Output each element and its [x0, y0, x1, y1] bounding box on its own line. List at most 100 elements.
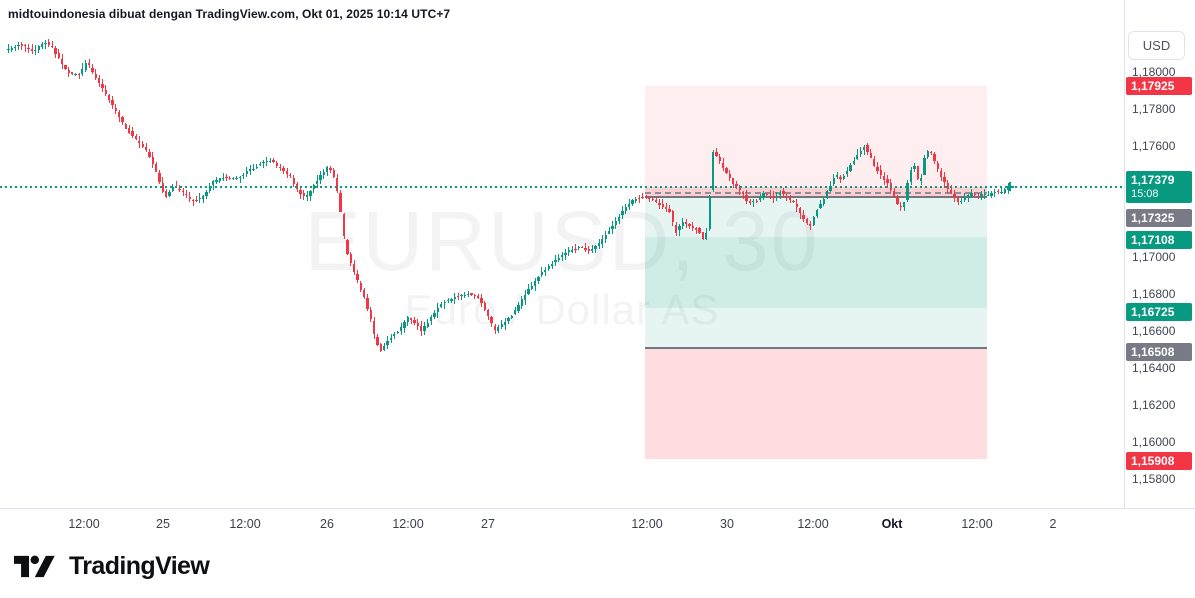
candle-up: [852, 160, 856, 164]
candle-up: [970, 193, 973, 196]
candle-wick: [195, 195, 197, 202]
candle-down: [661, 203, 664, 208]
candle-up: [205, 191, 208, 196]
candle-up: [708, 196, 711, 229]
candle-up: [208, 186, 211, 191]
candle-up: [779, 193, 782, 195]
candle-up: [74, 74, 77, 76]
candle-up: [466, 294, 470, 296]
candle-down: [584, 248, 587, 250]
candle-up: [399, 327, 403, 332]
candle-up: [903, 202, 906, 207]
long-entry-line[interactable]: [645, 347, 987, 350]
candle-up: [775, 195, 778, 198]
candle-down: [61, 59, 64, 64]
candle-down: [473, 295, 476, 297]
candle-down: [490, 317, 493, 324]
candle-down: [997, 190, 1000, 192]
candle-wick: [960, 197, 962, 205]
candle-down: [346, 240, 349, 254]
price-tick: 1,18000: [1132, 65, 1176, 79]
candle-up: [168, 191, 171, 196]
time-tick: 12:00: [229, 517, 261, 531]
candle-wick: [591, 244, 593, 254]
candle-up: [222, 177, 225, 180]
candle-up: [446, 299, 450, 301]
candle-up: [577, 247, 581, 249]
candle-down: [651, 199, 654, 201]
candle-up: [913, 166, 916, 169]
candle-up: [198, 197, 201, 199]
currency-toggle-button[interactable]: USD: [1128, 31, 1185, 60]
entry-dashed-line[interactable]: [645, 192, 987, 195]
candle-up: [544, 270, 547, 272]
candle-wick: [752, 199, 754, 207]
candle-up: [993, 191, 997, 194]
candle-wick: [695, 227, 697, 235]
candle-wick: [202, 195, 204, 203]
candle-up: [500, 324, 503, 328]
candle-down: [587, 248, 591, 251]
candle-down: [91, 67, 94, 72]
candle-down: [369, 309, 372, 319]
candle-up: [550, 263, 554, 267]
candle-down: [416, 322, 419, 326]
candle-down: [745, 195, 748, 201]
candle-down: [701, 232, 705, 240]
price-tick: 1,16400: [1132, 361, 1176, 375]
candle-down: [792, 201, 795, 203]
candle-up: [597, 242, 601, 247]
price-badge-entry-short: 1,17325: [1126, 208, 1192, 227]
candle-up: [842, 175, 846, 179]
candle-down: [134, 136, 138, 139]
price-badge-stop-loss-long: 1,15908: [1126, 452, 1192, 471]
time-axis[interactable]: 12:00 25 12:00 26 12:00 27 12:00 30 12:00 Okt 12:0…: [0, 508, 1195, 539]
price-tick: 1,15800: [1132, 472, 1176, 486]
candle-up: [316, 180, 319, 185]
candle-up: [621, 210, 624, 216]
candle-up: [269, 160, 272, 162]
candle-up: [305, 195, 309, 197]
chart-pane[interactable]: EURUSD, 30 Euro / Dollar AS: [0, 0, 1124, 508]
candle-up: [919, 178, 923, 181]
candle-down: [929, 152, 933, 154]
time-tick: 12:00: [68, 517, 100, 531]
candle-down: [477, 296, 480, 298]
price-tick: 1,17600: [1132, 139, 1176, 153]
candle-down: [20, 44, 24, 46]
candle-up: [752, 200, 755, 203]
candle-up: [433, 312, 436, 317]
candle-wick: [970, 188, 972, 198]
candle-wick: [853, 156, 855, 165]
candle-wick: [175, 181, 177, 189]
candle-down: [279, 167, 282, 169]
tradingview-wordmark: TradingView: [69, 552, 210, 580]
candle-up: [386, 340, 389, 345]
time-tick: 26: [320, 517, 334, 531]
candle-down: [768, 195, 772, 197]
candle-up: [396, 331, 399, 334]
candle-wick: [642, 192, 644, 200]
candle-up: [406, 316, 409, 322]
candle-up: [326, 166, 329, 172]
candle-down: [47, 42, 50, 45]
candle-down: [950, 189, 953, 193]
candle-down: [376, 336, 379, 345]
price-badge-last-price: 1,17379 15:08: [1126, 170, 1192, 203]
price-axis[interactable]: USD 1,180001,178001,176001,174001,172001…: [1124, 0, 1195, 508]
candle-up: [547, 266, 550, 270]
candle-down: [121, 117, 124, 123]
candle-up: [534, 281, 537, 286]
candle-up: [926, 151, 929, 157]
short-entry-line[interactable]: [645, 195, 987, 198]
candle-wick: [769, 190, 771, 200]
candle-up: [527, 289, 530, 295]
candle-wick: [742, 190, 744, 199]
candle-down: [839, 176, 842, 180]
candle-up: [960, 201, 963, 203]
tradingview-logo[interactable]: TradingView: [14, 552, 210, 581]
candle-down: [114, 108, 118, 112]
candle-up: [453, 296, 456, 299]
candle-up: [634, 198, 638, 202]
candle-up: [238, 177, 242, 179]
